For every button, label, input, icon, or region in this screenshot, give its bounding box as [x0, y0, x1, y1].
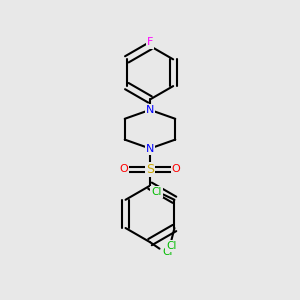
Text: N: N — [146, 143, 154, 154]
Text: Cl: Cl — [152, 188, 162, 197]
Text: Cl: Cl — [166, 242, 177, 251]
Text: O: O — [172, 164, 181, 174]
Text: O: O — [119, 164, 128, 174]
Text: Cl: Cl — [162, 247, 172, 256]
Text: F: F — [147, 38, 153, 47]
Text: S: S — [146, 163, 154, 176]
Text: N: N — [146, 105, 154, 115]
